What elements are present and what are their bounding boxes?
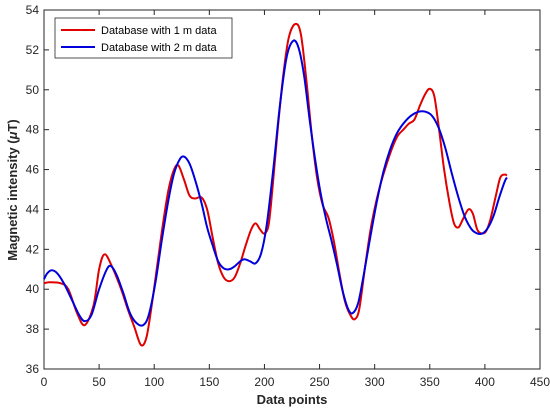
y-tick-label: 48 — [26, 123, 40, 137]
y-axis-title-prefix: Magnetic intensity ( — [5, 139, 20, 261]
legend-box — [54, 17, 233, 59]
x-tick-label: 250 — [310, 375, 330, 389]
series-line-2 — [43, 39, 508, 327]
plot-area — [43, 9, 541, 370]
x-tick-label: 0 — [41, 375, 48, 389]
x-tick-label: 200 — [254, 375, 274, 389]
legend: Database with 1 m data Database with 2 m… — [54, 17, 233, 59]
x-tick-label: 150 — [199, 375, 219, 389]
y-tick-label: 36 — [26, 362, 40, 376]
series-layer — [43, 22, 508, 347]
y-tick-label: 44 — [26, 202, 40, 216]
y-tick-label: 52 — [26, 43, 40, 57]
x-tick-label: 350 — [420, 375, 440, 389]
x-tick-label: 450 — [530, 375, 550, 389]
y-axis-title: Magnetic intensity (μT) — [5, 119, 20, 260]
y-tick-label: 46 — [26, 163, 40, 177]
y-axis-ticks: 36 38 40 42 44 46 48 50 52 54 — [26, 3, 540, 376]
legend-label-series-2: Database with 2 m data — [101, 42, 217, 54]
y-axis-title-symbol: μ — [5, 131, 20, 140]
series-line-1 — [43, 22, 508, 347]
y-tick-label: 40 — [26, 282, 40, 296]
y-tick-label: 42 — [26, 242, 40, 256]
x-tick-label: 300 — [365, 375, 385, 389]
y-tick-label: 54 — [26, 3, 40, 17]
y-tick-label: 50 — [26, 83, 40, 97]
x-tick-label: 50 — [92, 375, 106, 389]
x-axis-title: Data points — [257, 392, 328, 407]
y-tick-label: 38 — [26, 322, 40, 336]
legend-label-series-1: Database with 1 m data — [101, 25, 217, 37]
y-axis-title-suffix: T) — [5, 119, 20, 131]
x-tick-label: 400 — [475, 375, 495, 389]
x-tick-label: 100 — [144, 375, 164, 389]
x-axis-ticks: 0 50 100 150 200 250 300 350 400 450 — [41, 10, 550, 389]
